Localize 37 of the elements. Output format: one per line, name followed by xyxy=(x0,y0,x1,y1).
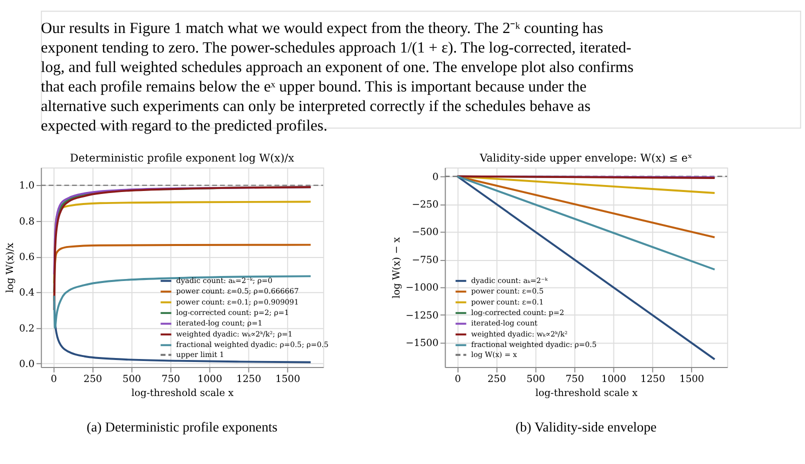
chart-title: Validity-side upper envelope: W(x) ≤ eˣ xyxy=(478,152,692,165)
y-tick-label: −1250 xyxy=(406,310,439,322)
y-tick-label: −500 xyxy=(412,227,439,238)
y-tick-label: −750 xyxy=(412,254,439,266)
y-tick-label: 1.0 xyxy=(19,180,35,192)
x-tick-label: 750 xyxy=(162,374,180,386)
x-tick-label: 1500 xyxy=(275,374,300,386)
chart-title: Deterministic profile exponent log W(x)/x xyxy=(70,152,294,165)
y-axis-title: log W(x)/x xyxy=(5,242,16,293)
x-tick-label: 250 xyxy=(84,374,102,386)
y-tick-label: 0.4 xyxy=(19,288,35,299)
y-axis-title: log W(x) − x xyxy=(392,236,403,298)
y-tick-label: 0 xyxy=(432,172,439,183)
y-tick-label: −250 xyxy=(412,199,439,210)
x-tick-label: 1000 xyxy=(601,374,626,386)
x-tick-label: 1250 xyxy=(640,374,666,386)
y-tick-label: −1000 xyxy=(406,282,439,294)
x-tick-label: 500 xyxy=(526,374,546,386)
x-axis-title: log-threshold scale x xyxy=(131,388,234,399)
x-tick-label: 0 xyxy=(50,374,57,386)
text: Our results in Figure 1 match what we would expect from the theory. The 2⁻ᵏ counting has exponent tending to zero. The power-schedules approach 1/(1 + ε). The log-corrected, iterated-log, and full weighted schedules approach an exponent of one. The envelope plot also confirms that each profile remains below the eˣ upper bound. This is important because under the alternative such experiments can only be interpreted correctly if the schedules behave as expected with regard to the predicted profiles. xyxy=(40,20,634,135)
x-tick-label: 750 xyxy=(565,374,584,386)
x-axis-title: log-threshold scale x xyxy=(535,388,638,399)
x-tick-label: 250 xyxy=(488,374,506,386)
text: (b) Validity-side envelope xyxy=(515,419,657,434)
y-tick-label: 0.6 xyxy=(19,252,35,263)
y-tick-label: 0.0 xyxy=(19,358,35,370)
x-tick-label: 500 xyxy=(122,374,142,386)
y-tick-label: 0.2 xyxy=(19,323,35,334)
x-tick-label: 1000 xyxy=(197,374,222,386)
y-tick-label: −1500 xyxy=(406,338,439,350)
x-tick-label: 1500 xyxy=(679,374,704,386)
y-tick-label: 0.8 xyxy=(19,216,35,228)
line-series xyxy=(53,275,312,329)
x-tick-label: 0 xyxy=(454,374,461,386)
text: (a) Deterministic profile exponents xyxy=(86,419,278,434)
x-tick-label: 1250 xyxy=(236,374,262,386)
